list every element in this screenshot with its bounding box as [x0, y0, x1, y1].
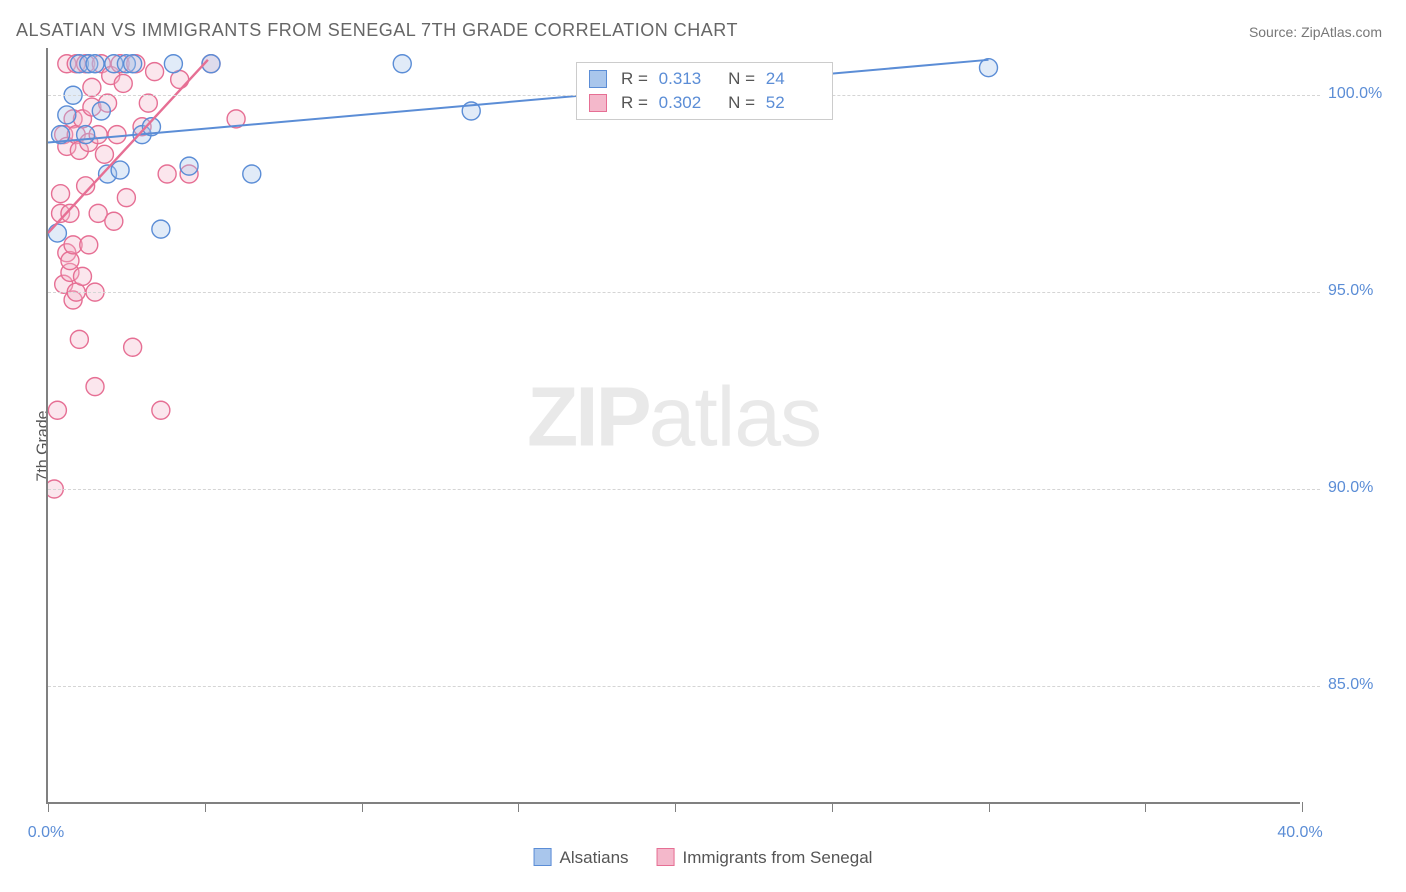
- x-tick: [675, 802, 676, 812]
- source-label: Source: ZipAtlas.com: [1249, 24, 1382, 40]
- stats-legend-row: R = 0.302 N = 52: [589, 91, 820, 115]
- x-tick: [205, 802, 206, 812]
- x-tick: [1302, 802, 1303, 812]
- x-tick: [989, 802, 990, 812]
- legend-swatch: [589, 70, 607, 88]
- plot-area: ZIPatlas: [46, 48, 1300, 804]
- series-legend: Alsatians Immigrants from Senegal: [534, 848, 873, 868]
- x-min-label: 0.0%: [28, 824, 64, 842]
- legend-r-value: 0.313: [659, 69, 713, 89]
- y-tick-label: 100.0%: [1328, 85, 1382, 103]
- x-tick: [362, 802, 363, 812]
- legend-n-value: 24: [766, 69, 820, 89]
- chart-title: ALSATIAN VS IMMIGRANTS FROM SENEGAL 7TH …: [16, 20, 738, 41]
- legend-swatch: [657, 848, 675, 866]
- x-tick: [518, 802, 519, 812]
- x-tick: [832, 802, 833, 812]
- series-legend-item: Alsatians: [534, 848, 629, 868]
- x-tick: [48, 802, 49, 812]
- legend-swatch: [589, 94, 607, 112]
- y-tick-label: 95.0%: [1328, 282, 1373, 300]
- gridline-h: [48, 489, 1320, 490]
- x-tick: [1145, 802, 1146, 812]
- y-tick-label: 90.0%: [1328, 479, 1373, 497]
- legend-swatch: [534, 848, 552, 866]
- legend-r-value: 0.302: [659, 93, 713, 113]
- gridline-h: [48, 686, 1320, 687]
- y-tick-label: 85.0%: [1328, 676, 1373, 694]
- correlation-chart: ALSATIAN VS IMMIGRANTS FROM SENEGAL 7TH …: [0, 0, 1406, 892]
- legend-n-value: 52: [766, 93, 820, 113]
- stats-legend: R = 0.313 N = 24R = 0.302 N = 52: [576, 62, 833, 120]
- watermark: ZIPatlas: [527, 369, 821, 466]
- series-legend-label: Alsatians: [560, 848, 629, 867]
- series-legend-label: Immigrants from Senegal: [683, 848, 873, 867]
- stats-legend-row: R = 0.313 N = 24: [589, 67, 820, 91]
- series-legend-item: Immigrants from Senegal: [657, 848, 873, 868]
- gridline-h: [48, 292, 1320, 293]
- x-max-label: 40.0%: [1277, 824, 1322, 842]
